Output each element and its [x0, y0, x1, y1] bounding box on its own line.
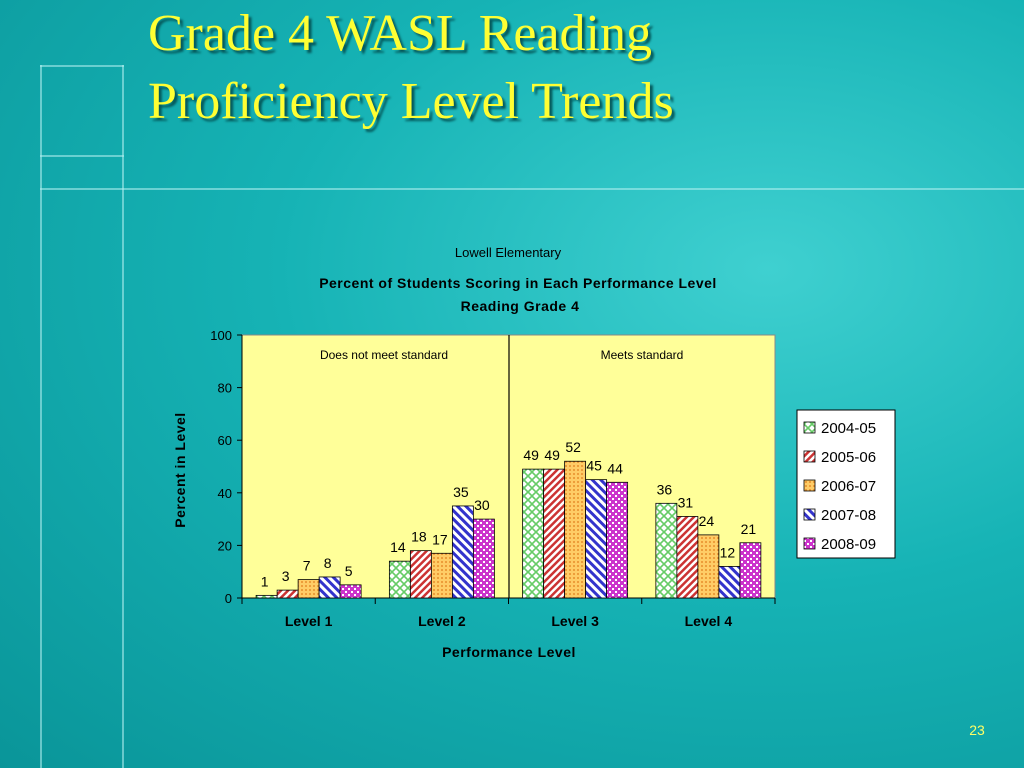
bar [606, 481, 629, 599]
bar [409, 550, 432, 599]
data-label: 12 [720, 544, 736, 560]
legend-swatch [803, 479, 816, 492]
data-label: 3 [282, 568, 290, 584]
y-tick-label: 0 [225, 591, 232, 606]
legend: 2004-05 2005-06 2006-07 2007-08 2008-09 [796, 409, 896, 559]
page-number: 23 [969, 722, 985, 738]
chart-subtitle: Lowell Elementary [455, 245, 562, 260]
frame-line [40, 65, 124, 67]
bar [318, 576, 341, 599]
data-label: 8 [324, 555, 332, 571]
legend-label: 2007-08 [821, 507, 876, 524]
bar [276, 589, 299, 599]
data-label: 49 [523, 447, 539, 463]
data-label: 21 [741, 521, 757, 537]
x-axis-label: Performance Level [442, 644, 576, 660]
y-tick-label: 60 [218, 433, 232, 448]
bar [255, 594, 278, 599]
legend-swatch [803, 450, 816, 463]
data-label: 31 [678, 494, 694, 510]
value-label-group: 1 14 49 36 3 18 49 31 7 17 52 24 8 35 45 12 5 30 44 21 [261, 439, 757, 589]
annotation-does-not-meet: Does not meet standard [320, 348, 448, 362]
slide-title: Grade 4 WASL Reading Proficiency Level T… [148, 0, 1008, 136]
bar [388, 560, 411, 599]
bar [522, 468, 545, 599]
legend-swatch [803, 537, 816, 550]
x-tick-label: Level 1 [285, 613, 333, 629]
legend-label: 2005-06 [821, 449, 876, 466]
frame-line [40, 155, 124, 157]
chart-title: Percent of Students Scoring in Each Perf… [319, 275, 717, 291]
data-label: 30 [474, 497, 490, 513]
data-label: 1 [261, 573, 269, 589]
bar [739, 542, 762, 599]
legend-label: 2006-07 [821, 478, 876, 495]
bar [564, 460, 587, 599]
y-tick-label: 80 [218, 381, 232, 396]
data-label: 17 [432, 531, 448, 547]
data-label: 49 [544, 447, 560, 463]
data-label: 35 [453, 484, 469, 500]
data-label: 52 [565, 439, 581, 455]
bar [430, 552, 453, 599]
bar [655, 502, 678, 599]
slide-title-line-1: Grade 4 WASL Reading [148, 5, 653, 62]
data-label: 24 [699, 513, 715, 529]
y-tick-label: 100 [210, 328, 232, 343]
bar [451, 505, 474, 599]
x-tick-label: Level 3 [551, 613, 599, 629]
data-label: 14 [390, 539, 406, 555]
y-tick-label: 20 [218, 538, 232, 553]
bar [472, 518, 495, 599]
bar [585, 479, 608, 599]
bar [718, 566, 741, 599]
bar [697, 534, 720, 599]
bar-series-group [255, 460, 762, 599]
annotation-meets: Meets standard [601, 348, 684, 362]
legend-label: 2004-05 [821, 420, 876, 437]
bar [297, 579, 320, 599]
x-axis: Level 1 Level 2 Level 3 Level 4 [241, 597, 776, 629]
data-label: 44 [607, 460, 623, 476]
frame-line [40, 188, 1024, 190]
data-label: 5 [345, 563, 353, 579]
legend-swatch [803, 421, 816, 434]
bar [543, 468, 566, 599]
y-axis-label: Percent in Level [172, 412, 188, 527]
x-tick-label: Level 4 [685, 613, 733, 629]
frame-line [122, 65, 124, 768]
slide-title-line-2: Proficiency Level Trends [148, 73, 674, 130]
legend-swatch [803, 508, 816, 521]
bar [676, 516, 699, 599]
bar [339, 584, 362, 599]
data-label: 36 [657, 481, 673, 497]
data-label: 45 [586, 458, 602, 474]
y-axis: 0 20 40 60 80 100 [210, 328, 243, 606]
legend-label: 2008-09 [821, 536, 876, 553]
y-tick-label: 40 [218, 486, 232, 501]
data-label: 7 [303, 558, 311, 574]
x-tick-label: Level 2 [418, 613, 466, 629]
frame-line [40, 65, 42, 768]
chart-title-line-2: Reading Grade 4 [461, 298, 580, 314]
data-label: 18 [411, 529, 427, 545]
